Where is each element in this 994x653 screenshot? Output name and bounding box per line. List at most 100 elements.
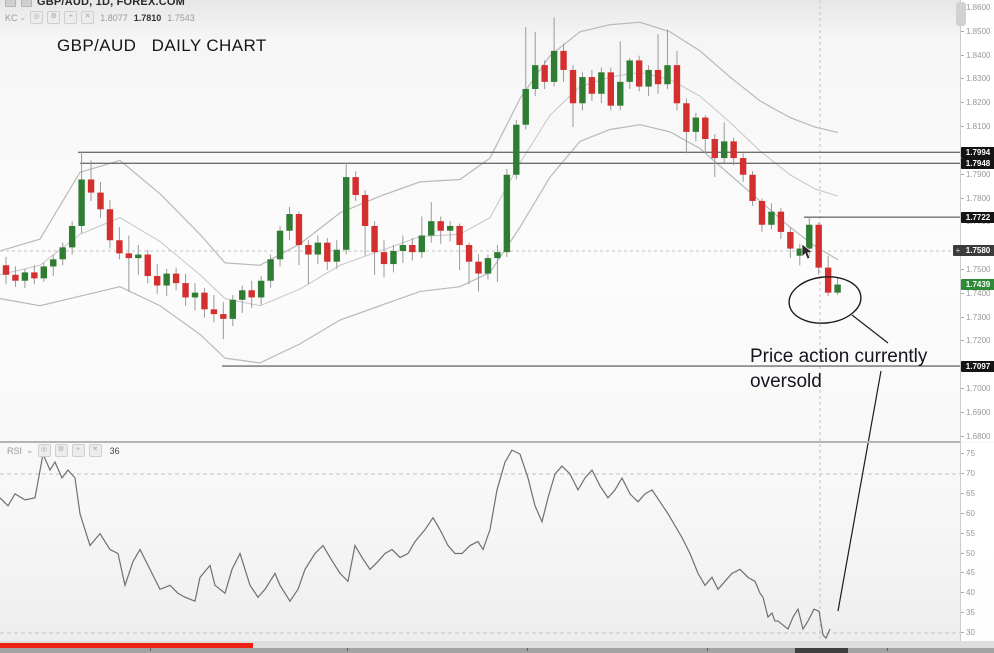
rsi-axis-label: 70 (961, 469, 994, 479)
axis-tick-mark (961, 340, 964, 342)
rsi-axis-label: 65 (961, 488, 994, 498)
annotation-line-2: oversold (750, 371, 822, 392)
candle-down (144, 254, 151, 276)
alert-price-label: 1.7580 (961, 245, 994, 257)
rsi-axis-label: 30 (961, 628, 994, 638)
candle-up (40, 266, 47, 279)
candle-up (768, 211, 775, 225)
candle-up (513, 124, 520, 175)
gear-icon[interactable]: ⚙ (47, 11, 61, 24)
axis-tick-mark (961, 316, 964, 318)
candle-down (361, 194, 369, 226)
pane-divider[interactable] (0, 441, 994, 443)
axis-tick-mark (961, 552, 964, 554)
candle-up (343, 177, 350, 250)
axis-tick-mark (961, 492, 964, 494)
candle-down (541, 65, 548, 82)
oversold-ellipse[interactable] (787, 273, 863, 326)
video-progress-fill (0, 643, 253, 648)
axis-tick-mark (961, 197, 964, 199)
annotation-text: Price action currently oversold (750, 344, 927, 394)
candle-down (125, 253, 133, 259)
candle-down (220, 314, 227, 319)
candle-up (78, 179, 85, 226)
chevron-down-icon[interactable]: ⌄ (26, 445, 34, 455)
candle-down (758, 200, 766, 225)
kc-middle-band (0, 71, 839, 307)
candle-down (31, 272, 38, 279)
eye-icon[interactable]: ◎ (37, 444, 51, 457)
axis-tick-mark (961, 269, 964, 271)
window-icon[interactable] (5, 0, 16, 7)
candle-up (21, 272, 29, 281)
axis-tick-mark (961, 78, 964, 80)
rsi-axis-label: 55 (961, 528, 994, 538)
candle-up (399, 245, 407, 251)
candle-down (683, 103, 690, 132)
timeline-tick (527, 648, 528, 651)
candle-down (437, 221, 444, 231)
kc-label[interactable]: KC (5, 12, 18, 23)
axis-tick-mark (961, 411, 964, 413)
menu-icon[interactable] (21, 0, 32, 7)
price-axis-label: 1.7300 (961, 312, 994, 322)
axis-tick-mark (961, 30, 964, 32)
candle-down (730, 141, 737, 159)
chevron-down-icon[interactable]: ⌄ (19, 13, 27, 22)
price-axis-label: 1.7200 (961, 336, 994, 346)
candle-up (191, 292, 199, 298)
candle-down (409, 245, 416, 253)
candle-down (182, 283, 189, 298)
price-axis[interactable]: 1.8600 1.8500 1.8400 1.8300 1.8200 1.8100 1.79… (960, 0, 994, 641)
rsi-axis-label: 40 (961, 588, 994, 598)
price-level-label: 1.7948 (961, 157, 994, 169)
annotation-pointer-line[interactable] (837, 370, 882, 612)
candle-up (796, 248, 803, 256)
candle-down (352, 177, 359, 195)
candle-up (135, 254, 142, 259)
kc-indicator-legend: KC ⌄ ◎ ⚙ + ✕ 1.8077 1.7810 1.7543 (5, 11, 195, 24)
rsi-axis-label: 45 (961, 568, 994, 578)
axis-tick-mark (961, 612, 964, 614)
candle-up (598, 72, 605, 94)
axis-tick-mark (961, 532, 964, 534)
price-axis-label: 1.7400 (961, 288, 994, 298)
candle-down (106, 209, 114, 241)
symbol-title[interactable]: GBP/AUD, 1D, FOREX.COM (37, 0, 186, 8)
gear-icon[interactable]: ⚙ (54, 444, 68, 457)
close-icon[interactable]: ✕ (88, 444, 102, 457)
axis-tick-mark (961, 572, 964, 574)
video-progress-track[interactable] (0, 641, 994, 648)
axis-tick-mark (961, 126, 964, 128)
add-alert-plus-icon[interactable]: + (953, 245, 963, 257)
rsi-label[interactable]: RSI (7, 445, 23, 456)
candle-down (749, 174, 756, 201)
candle-up (664, 65, 671, 85)
eye-icon[interactable]: ◎ (30, 11, 44, 24)
price-axis-label: 1.6900 (961, 407, 994, 417)
candle-up (692, 117, 700, 132)
candle-down (248, 290, 255, 298)
close-icon[interactable]: ✕ (81, 11, 95, 24)
candle-down (456, 225, 463, 246)
candle-down (12, 274, 19, 281)
candle-down (607, 72, 614, 106)
candle-down (673, 65, 681, 104)
candle-down (654, 69, 662, 85)
video-timeline-strip[interactable] (0, 648, 994, 653)
plus-icon[interactable]: + (64, 11, 78, 24)
candle-up (314, 242, 322, 255)
price-axis-label: 1.8300 (961, 74, 994, 84)
annotation-pointer-line[interactable] (851, 314, 889, 344)
axis-tick-mark (961, 102, 964, 104)
candle-down (635, 60, 643, 87)
plus-icon[interactable]: + (71, 444, 85, 457)
candle-down (739, 158, 747, 175)
candle-up (579, 77, 586, 104)
price-axis-label: 1.7800 (961, 193, 994, 203)
last-price-label: 1.7439 (961, 279, 994, 291)
price-level-label: 1.7097 (961, 360, 994, 372)
rsi-indicator-legend: RSI ⌄ ◎ ⚙ + ✕ 36 (7, 444, 120, 457)
candle-up (617, 81, 624, 106)
